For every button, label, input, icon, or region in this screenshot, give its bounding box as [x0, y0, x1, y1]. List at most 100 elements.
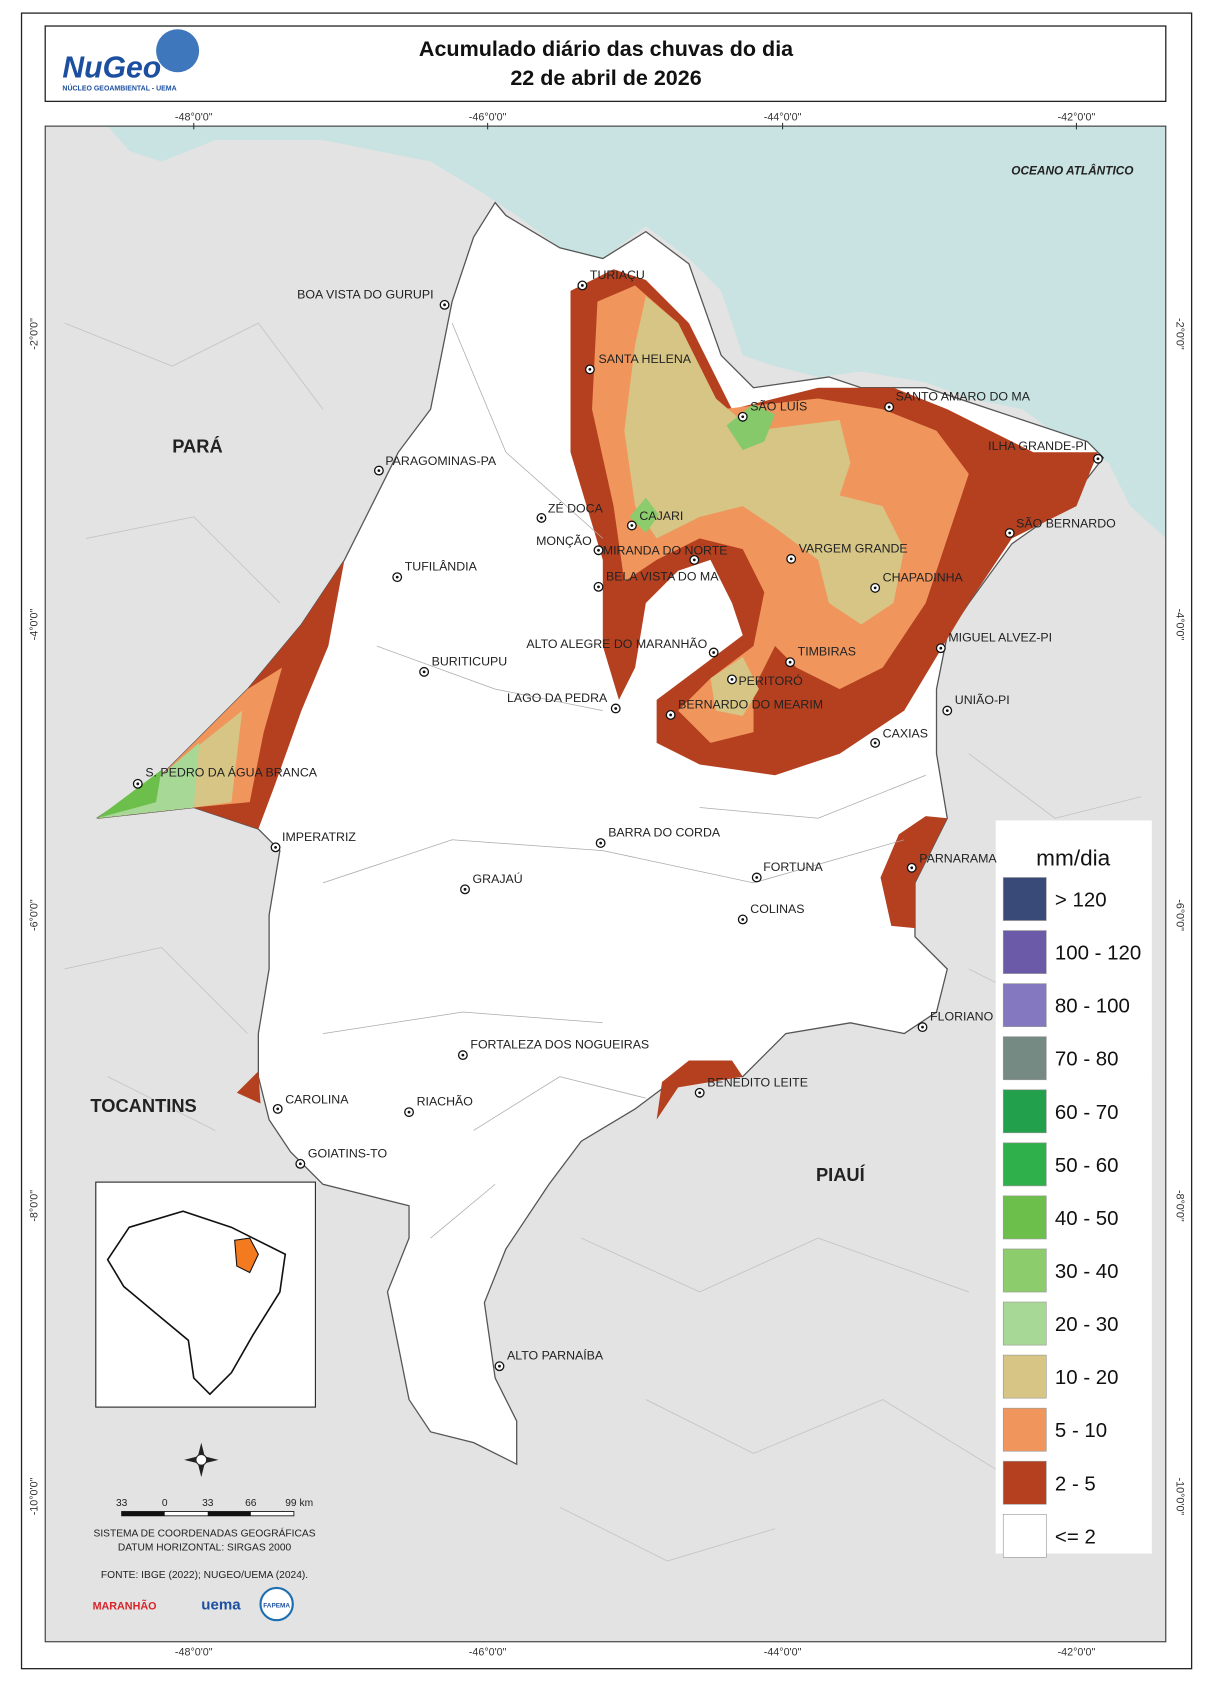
city-dot	[422, 670, 426, 674]
logo-globe	[156, 29, 200, 73]
city-dot	[274, 845, 277, 849]
zone-10-20	[624, 296, 905, 625]
scale-label: 99 km	[285, 1498, 313, 1509]
logo: NuGeo	[62, 52, 161, 85]
city-dot	[669, 713, 673, 717]
inset-maranhao	[234, 1237, 259, 1274]
city-label: PARAGOMINAS-PA	[385, 454, 497, 468]
city-label: SANTA HELENA	[599, 352, 692, 366]
city-dot	[789, 557, 793, 561]
longitude-label: -46°0'0"	[469, 112, 507, 124]
scale-label: 66	[245, 1498, 257, 1509]
logo-fapema: FAPEMA	[263, 1602, 290, 1609]
city-label: ZÉ DOCA	[548, 501, 604, 516]
legend-label: 5 - 10	[1055, 1419, 1107, 1442]
city-dot	[910, 866, 914, 870]
longitude-label: -48°0'0"	[175, 1647, 213, 1659]
city-dot	[614, 707, 618, 710]
legend-swatch	[1002, 1513, 1047, 1558]
city-label: SANTO AMARO DO MA	[896, 390, 1031, 404]
city-label: ILHA GRANDE-PI	[988, 439, 1087, 453]
map-frame	[44, 125, 1167, 1643]
state-label: PARÁ	[172, 435, 222, 456]
north-arrow	[184, 1442, 219, 1478]
city-label: BURITICUPU	[432, 654, 508, 668]
legend-swatch	[1002, 1036, 1047, 1081]
longitude-label: -44°0'0"	[764, 1647, 802, 1659]
title: Acumulado diário das chuvas do dia	[419, 37, 794, 61]
city-dot	[136, 782, 140, 786]
city-label: SÃO BERNARDO	[1016, 517, 1116, 531]
logo-fapema-ring	[259, 1586, 294, 1622]
subtitle: 22 de abril de 2026	[510, 66, 701, 90]
datum: DATUM HORIZONTAL: SIRGAS 2000	[118, 1542, 292, 1553]
latitude-label: -6°0'0"	[29, 899, 41, 931]
city-dot	[630, 524, 634, 527]
city-dot	[443, 303, 446, 307]
zone-sao-luis	[726, 403, 776, 451]
legend-label: > 120	[1055, 889, 1107, 912]
zone-west-2-5	[96, 559, 345, 830]
city-label: FLORIANO	[930, 1010, 994, 1024]
city-label: TURIAÇU	[590, 268, 645, 282]
legend-swatch	[1002, 877, 1047, 921]
legend-label: 80 - 100	[1055, 995, 1130, 1018]
city-label: IMPERATRIZ	[282, 830, 356, 844]
ocean-label: OCEANO ATLÂNTICO	[1011, 164, 1133, 178]
city-label: UNIÃO-PI	[955, 693, 1010, 707]
outer-frame	[20, 12, 1193, 1670]
longitude-label: -44°0'0"	[764, 112, 802, 124]
legend-label: 60 - 70	[1055, 1101, 1119, 1124]
rain-zones	[96, 269, 1098, 1120]
state-label: TOCANTINS	[90, 1095, 196, 1116]
crs: SISTEMA DE COORDENADAS GEOGRÁFICAS	[94, 1526, 316, 1539]
city-dot	[461, 1053, 465, 1057]
legend-label: 50 - 60	[1055, 1154, 1119, 1177]
city-label: COLINAS	[750, 902, 804, 916]
city-dot	[921, 1025, 924, 1029]
city-dot	[463, 887, 467, 891]
city-label: SÃO LUÍS	[750, 398, 807, 413]
city-dot	[597, 548, 600, 552]
city-label: CAXIAS	[883, 727, 928, 741]
logo-uema: uema	[201, 1596, 241, 1613]
latitude-label: -8°0'0"	[1174, 1190, 1186, 1222]
city-dot	[1008, 531, 1012, 535]
city-dot	[377, 469, 381, 472]
city-dot	[730, 678, 734, 681]
latitude-label: -6°0'0"	[1174, 899, 1186, 931]
city-label: ALTO PARNAÍBA	[507, 1348, 604, 1363]
zone-west-10-20	[96, 710, 243, 819]
legend-label: 100 - 120	[1055, 942, 1141, 965]
scale-label: 33	[202, 1498, 214, 1509]
city-dot	[407, 1110, 411, 1114]
legend-label: 20 - 30	[1055, 1313, 1119, 1336]
city-dot	[498, 1364, 501, 1368]
city-label: CHAPADINHA	[883, 570, 964, 584]
latitude-label: -2°0'0"	[29, 318, 41, 350]
city-label: S. PEDRO DA ÁGUA BRANCA	[145, 764, 317, 779]
legend-label: 70 - 80	[1055, 1048, 1119, 1071]
city-dot	[580, 284, 584, 287]
legend-label: 40 - 50	[1055, 1207, 1119, 1230]
city-dot	[788, 660, 792, 664]
legend-swatch	[1002, 983, 1047, 1028]
city-dot	[887, 405, 891, 409]
city-dot	[945, 709, 949, 713]
city-label: GOIATINS-TO	[308, 1146, 388, 1160]
legend-swatch	[1002, 1142, 1047, 1187]
city-dot	[276, 1107, 280, 1111]
city-label: FORTALEZA DOS NOGUEIRAS	[470, 1038, 649, 1052]
city-label: MONÇÃO	[536, 534, 592, 548]
city-dot	[599, 841, 603, 845]
legend-label: 30 - 40	[1055, 1260, 1119, 1283]
city-dot	[597, 585, 600, 589]
city-label: CAJARI	[639, 509, 683, 523]
city-label: BENEDITO LEITE	[707, 1075, 808, 1089]
city-label: BERNARDO DO MEARIM	[678, 697, 823, 711]
legend-label: 10 - 20	[1055, 1366, 1119, 1389]
scale-bar	[121, 1511, 295, 1517]
latitude-label: -2°0'0"	[1174, 318, 1186, 350]
legend-title: mm/dia	[1036, 846, 1111, 871]
